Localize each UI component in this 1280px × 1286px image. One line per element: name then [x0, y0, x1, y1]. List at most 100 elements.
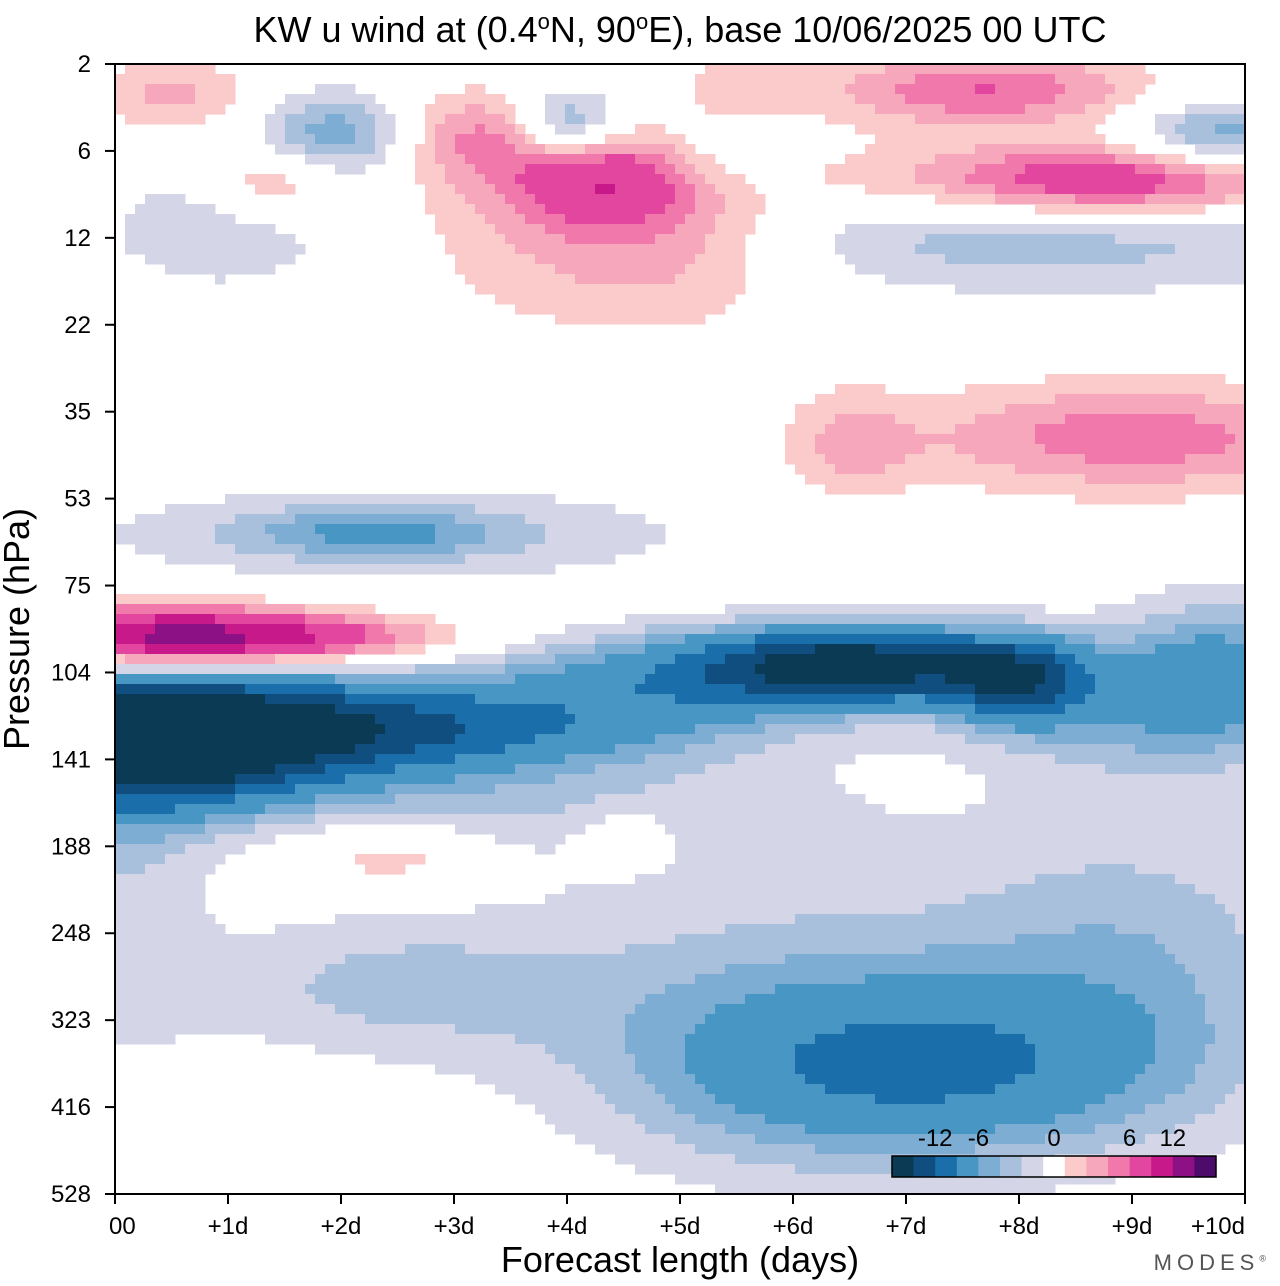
contour-cell	[765, 674, 916, 685]
contour-cell	[175, 804, 266, 815]
contour-cell	[825, 484, 906, 495]
contour-cell	[565, 234, 656, 245]
contour-cell	[675, 1174, 1116, 1185]
contour-cell	[455, 264, 556, 275]
contour-cell	[715, 624, 766, 635]
contour-cell	[795, 914, 1236, 925]
title-prefix: KW u wind at (0.4	[253, 9, 538, 50]
contour-cell	[845, 714, 936, 725]
contour-cell	[315, 794, 396, 805]
contour-cell	[305, 124, 356, 135]
contour-cell	[695, 1114, 766, 1125]
contour-cell	[595, 634, 646, 645]
contour-cell	[1155, 1034, 1216, 1045]
contour-cell	[1215, 1034, 1246, 1045]
contour-cell	[145, 194, 186, 205]
contour-cell	[505, 744, 616, 755]
contour-cell	[345, 614, 386, 625]
contour-cell	[115, 654, 126, 665]
title-middle: N, 90	[549, 9, 636, 50]
contour-cell	[305, 104, 366, 115]
contour-cell	[635, 124, 666, 135]
contour-cell	[385, 614, 436, 625]
contour-cell	[1045, 184, 1156, 195]
contour-cell	[545, 114, 566, 125]
contour-cell	[515, 144, 546, 155]
contour-cell	[1065, 84, 1116, 95]
contour-cell	[305, 624, 366, 635]
colorbar-label: 0	[1047, 1125, 1060, 1152]
contour-cell	[995, 1084, 1126, 1095]
contour-cell	[705, 764, 836, 775]
contour-cell	[945, 184, 996, 195]
y-tick-label: 2	[78, 51, 91, 78]
x-tick-label: +4d	[547, 1213, 588, 1240]
contour-cell	[815, 394, 1056, 405]
contour-cell	[505, 194, 536, 205]
contour-cell	[1045, 624, 1176, 635]
contour-cell	[625, 1044, 686, 1055]
contour-cell	[415, 744, 506, 755]
contour-cell	[265, 1034, 516, 1045]
contour-cell	[285, 134, 316, 145]
contour-cell	[165, 264, 276, 275]
contour-cell	[665, 1094, 716, 1105]
contour-cell	[1055, 74, 1106, 85]
contour-cell	[495, 224, 546, 235]
contour-cell	[125, 114, 206, 125]
contour-cell	[985, 774, 1246, 785]
contour-cell	[115, 694, 266, 705]
contour-cell	[505, 234, 566, 245]
contour-cell	[745, 684, 976, 695]
contour-cell	[915, 244, 1176, 255]
contour-cell	[435, 94, 506, 105]
contour-cell	[115, 824, 206, 835]
contour-cell	[255, 824, 326, 835]
contour-cell	[1195, 1114, 1246, 1125]
colorbar-label: -12	[918, 1125, 953, 1152]
contour-cell	[215, 274, 226, 285]
contour-cell	[675, 854, 1246, 865]
contour-cell	[725, 204, 766, 215]
contour-cell	[355, 744, 416, 755]
title-suffix: E), base 10/06/2025 00 UTC	[648, 9, 1107, 50]
contour-cell	[595, 1144, 696, 1155]
contour-cell	[1105, 74, 1156, 85]
contour-cell	[915, 174, 966, 185]
contour-cell	[305, 984, 666, 995]
contour-cell	[835, 244, 916, 255]
contour-cell	[705, 104, 876, 115]
colorbar-swatch	[1172, 1156, 1195, 1177]
contour-cell	[1195, 984, 1246, 995]
contour-cell	[1035, 1044, 1156, 1055]
colorbar-swatch	[1064, 1156, 1087, 1177]
contour-cell	[705, 664, 756, 675]
contour-cell	[315, 134, 356, 145]
contour-cell	[125, 244, 306, 255]
contour-cell	[605, 654, 676, 665]
contour-cell	[1155, 1014, 1206, 1025]
contour-cell	[715, 1184, 1056, 1195]
contour-cell	[415, 144, 436, 155]
contour-cell	[1015, 1074, 1136, 1085]
contour-cell	[635, 1054, 686, 1065]
brand-name: MODES	[1153, 1250, 1260, 1275]
contour-cell	[875, 1094, 946, 1105]
contour-cell	[1115, 984, 1196, 995]
contour-cell	[365, 104, 386, 115]
contour-cell	[1015, 464, 1246, 475]
contour-cell	[1065, 704, 1246, 715]
contour-cell	[1185, 964, 1246, 975]
contour-cell	[315, 84, 356, 95]
contour-cell	[495, 294, 736, 305]
contour-cell	[235, 564, 556, 575]
contour-cell	[655, 1084, 706, 1095]
contour-cell	[295, 784, 386, 795]
contour-cell	[425, 114, 446, 125]
contour-cell	[625, 614, 736, 625]
colorbar-swatch	[1021, 1156, 1044, 1177]
contour-cell	[705, 644, 756, 655]
contour-cell	[1175, 954, 1246, 965]
contour-cell	[265, 804, 316, 815]
contour-cell	[585, 1074, 646, 1085]
